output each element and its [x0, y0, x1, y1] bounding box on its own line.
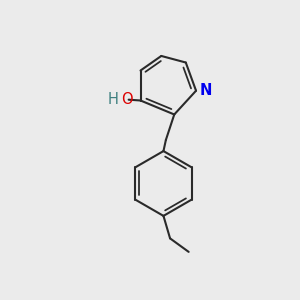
- Text: H: H: [107, 92, 118, 107]
- Text: O: O: [121, 92, 132, 107]
- Text: N: N: [200, 83, 212, 98]
